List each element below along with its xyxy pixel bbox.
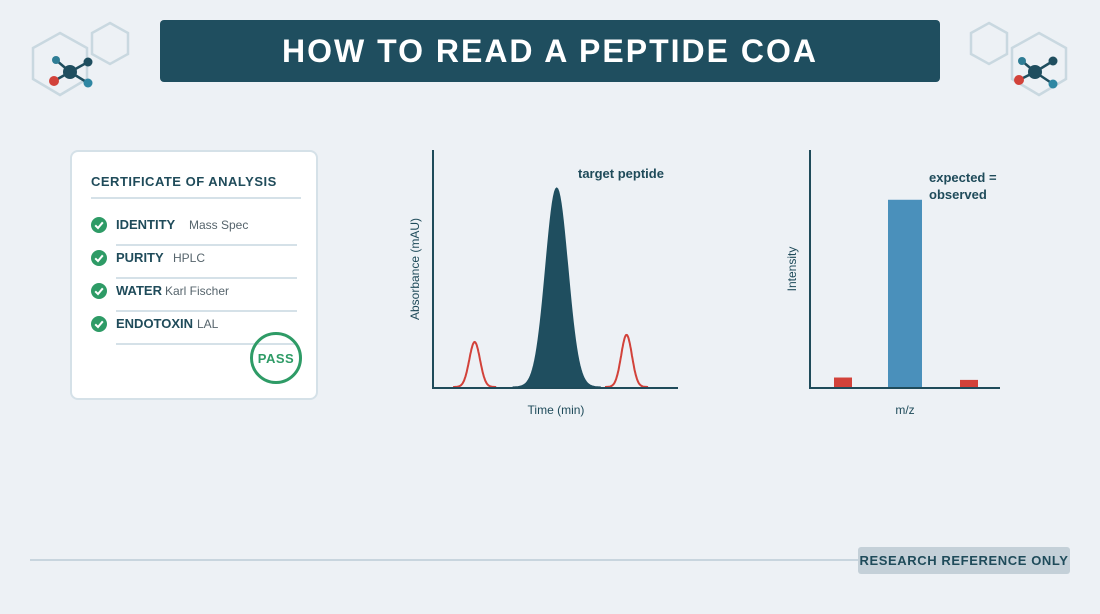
check-name: PURITY — [116, 250, 164, 265]
page-title: HOW TO READ A PEPTIDE COA — [282, 32, 818, 69]
footer-divider — [30, 559, 860, 561]
check-name: WATER — [116, 283, 162, 298]
check-row-purity: PURITY HPLC — [91, 250, 297, 282]
check-circle-icon — [91, 316, 107, 332]
target-peak — [512, 187, 601, 388]
divider — [116, 310, 297, 312]
impurity-peak-3 — [605, 333, 649, 388]
pass-stamp: PASS — [250, 332, 302, 384]
check-method: LAL — [197, 317, 219, 331]
x-axis-label: m/z — [895, 403, 914, 417]
divider — [116, 343, 297, 345]
y-axis-label: Intensity — [785, 247, 799, 292]
check-method: Mass Spec — [189, 218, 249, 232]
check-circle-icon — [91, 217, 107, 233]
hplc-chart: target peptide Time (min) Absorbance (mA… — [408, 150, 678, 417]
molecule-hexagon-icon — [31, 21, 130, 97]
molecule-hexagon-icon — [969, 21, 1068, 97]
peak-annotation: target peptide — [578, 166, 664, 181]
check-name: ENDOTOXIN — [116, 316, 194, 331]
certificate-card: CERTIFICATE OF ANALYSIS IDENTITY Mass Sp… — [70, 150, 318, 400]
check-row-water: WATER Karl Fischer — [91, 283, 297, 315]
title-banner: HOW TO READ A PEPTIDE COA — [160, 20, 940, 82]
minor-mass-bar-3 — [960, 379, 978, 387]
check-circle-icon — [91, 283, 107, 299]
ms-annotation-line-2: observed — [929, 187, 987, 202]
expected-mass-bar — [888, 199, 922, 387]
y-axis-label: Absorbance (mAU) — [408, 218, 422, 320]
minor-mass-bar-1 — [834, 377, 852, 387]
check-circle-icon — [91, 250, 107, 266]
research-disclaimer-badge: RESEARCH REFERENCE ONLY — [858, 547, 1070, 574]
check-row-endotoxin: ENDOTOXIN LAL — [91, 316, 297, 348]
check-name: IDENTITY — [116, 217, 176, 232]
mass-spec-chart: expected = observed m/z Intensity — [785, 150, 1000, 417]
x-axis-label: Time (min) — [528, 403, 585, 417]
divider — [116, 244, 297, 246]
check-row-identity: IDENTITY Mass Spec — [91, 217, 297, 249]
check-method: HPLC — [173, 251, 206, 265]
divider — [116, 277, 297, 279]
check-method: Karl Fischer — [165, 284, 230, 298]
ms-annotation-line-1: expected = — [929, 170, 997, 185]
impurity-peak-1 — [453, 340, 497, 388]
certificate-heading: CERTIFICATE OF ANALYSIS — [91, 174, 301, 199]
